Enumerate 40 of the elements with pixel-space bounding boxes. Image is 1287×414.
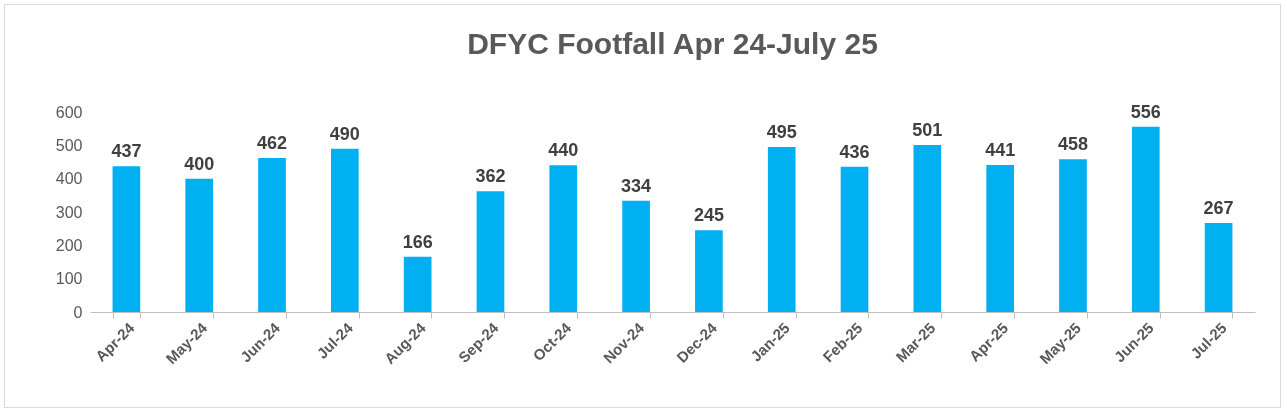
bar — [112, 166, 141, 312]
data-label: 556 — [1130, 101, 1161, 122]
y-tick-label: 300 — [55, 203, 83, 221]
data-label: 400 — [184, 153, 215, 174]
data-label: 267 — [1203, 198, 1234, 218]
bar — [767, 147, 796, 312]
bar — [695, 230, 723, 312]
bar — [185, 178, 214, 312]
bar — [913, 145, 942, 312]
bar — [1204, 223, 1233, 312]
data-label: 436 — [839, 141, 870, 162]
y-tick-label: 500 — [55, 136, 83, 154]
y-tick-label: 400 — [55, 170, 83, 188]
data-label: 441 — [985, 140, 1016, 160]
bar — [986, 165, 1014, 312]
bar — [622, 200, 650, 312]
y-tick-label: 100 — [55, 270, 83, 288]
bar — [403, 256, 432, 312]
bar — [258, 158, 286, 312]
data-label: 437 — [111, 141, 142, 162]
y-tick-label: 200 — [55, 236, 83, 254]
data-label: 245 — [693, 205, 724, 226]
data-label: 495 — [766, 122, 797, 142]
data-label: 166 — [402, 231, 433, 252]
data-label: 462 — [257, 133, 288, 153]
bar — [549, 165, 578, 312]
chart-title: DFYC Footfall Apr 24-July 25 — [467, 26, 878, 60]
y-tick-label: 0 — [73, 303, 83, 321]
data-label: 501 — [912, 120, 943, 140]
data-label: 458 — [1057, 134, 1088, 155]
data-label: 334 — [621, 175, 652, 196]
data-label: 362 — [475, 166, 506, 187]
bar — [840, 166, 869, 312]
bar — [476, 191, 505, 312]
bar — [1059, 159, 1087, 312]
y-tick-label: 600 — [55, 103, 83, 121]
bar — [331, 148, 359, 312]
data-label: 490 — [329, 123, 360, 144]
bar — [1131, 126, 1160, 312]
data-label: 440 — [548, 140, 579, 161]
